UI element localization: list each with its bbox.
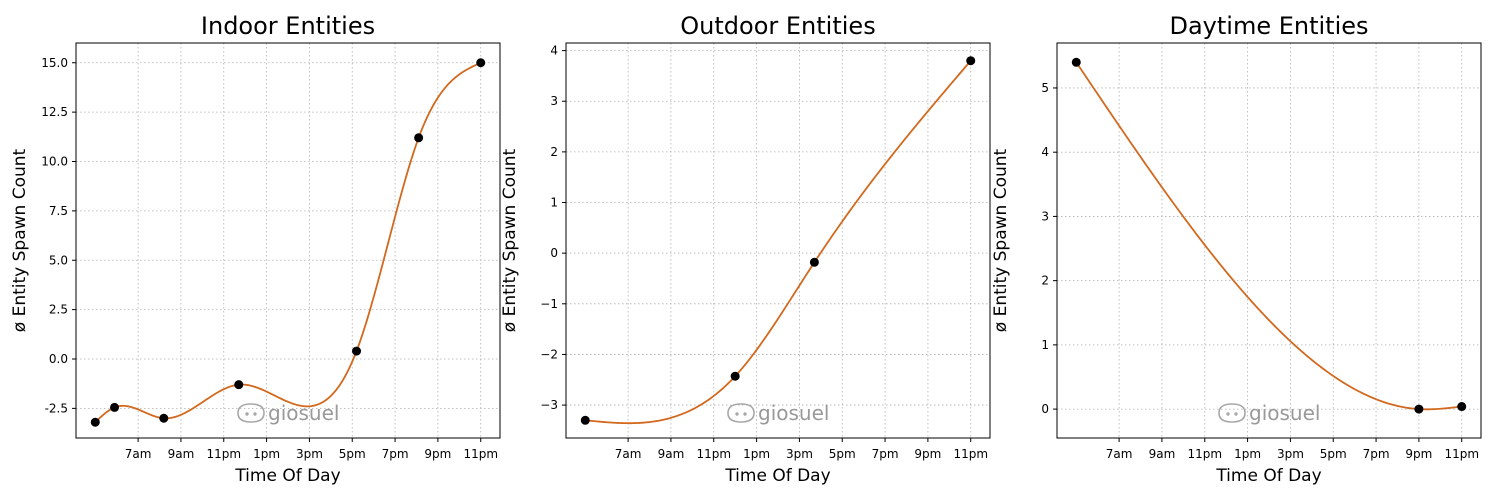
- watermark: giosuel: [727, 401, 829, 425]
- data-point: [476, 58, 486, 68]
- x-tick-label: 1pm: [743, 447, 770, 461]
- data-point: [234, 380, 244, 390]
- y-tick-label: 5.0: [49, 253, 68, 267]
- x-tick-label: 9am: [1149, 447, 1176, 461]
- x-tick-label: 3pm: [1277, 447, 1304, 461]
- x-tick-label: 9am: [168, 447, 195, 461]
- x-tick-label: 7pm: [382, 447, 409, 461]
- x-tick-label: 7pm: [1363, 447, 1390, 461]
- x-tick-label: 9pm: [914, 447, 941, 461]
- y-tick-label: 0: [1041, 402, 1049, 416]
- x-tick-label: 1pm: [1234, 447, 1261, 461]
- x-tick-label: 11pm: [953, 447, 988, 461]
- x-tick-label: 9am: [658, 447, 685, 461]
- y-tick-label: 7.5: [49, 204, 68, 218]
- data-point: [90, 417, 100, 427]
- plot-frame: [565, 42, 991, 439]
- series-line: [1075, 61, 1462, 411]
- watermark-text: giosuel: [1249, 401, 1320, 425]
- y-axis-label: ø Entity Spawn Count: [991, 148, 1011, 332]
- y-tick-label: 5: [1041, 81, 1049, 95]
- y-tick-label: 4: [550, 44, 558, 58]
- data-point: [809, 257, 819, 267]
- x-tick-label: 7am: [1106, 447, 1133, 461]
- x-tick-label: 3pm: [296, 447, 323, 461]
- x-tick-label: 11pm: [1187, 447, 1222, 461]
- y-tick-label: 10.0: [41, 155, 68, 169]
- y-tick-label: 0.0: [49, 352, 68, 366]
- x-tick-label: 5pm: [1320, 447, 1347, 461]
- data-point: [159, 413, 169, 423]
- chart-panel-2: giosuel 7am 9am 11pm 1pm 3pm 5pm 7pm 9pm 11pm −3 −2…: [500, 12, 991, 486]
- x-tick-label: 7am: [615, 447, 642, 461]
- y-tick-label: 2.5: [49, 303, 68, 317]
- x-axis-label: Time Of Day: [1215, 466, 1321, 486]
- x-tick-label: 9pm: [1405, 447, 1432, 461]
- chart-title: Indoor Entities: [201, 12, 375, 40]
- y-tick-label: 1: [550, 196, 558, 210]
- x-axis-label: Time Of Day: [724, 466, 830, 486]
- x-tick-label: 7am: [125, 447, 152, 461]
- x-tick-label: 5pm: [339, 447, 366, 461]
- y-tick-label: −2: [540, 347, 558, 361]
- y-tick-label: 15.0: [41, 56, 68, 70]
- y-tick-label: 1: [1041, 338, 1049, 352]
- discord-icon: [237, 403, 265, 423]
- watermark-text: giosuel: [268, 401, 339, 425]
- x-axis-label: Time Of Day: [234, 466, 340, 486]
- chart-panel-1: giosuel 7am 9am 11pm 1pm 3pm 5pm 7pm 9pm 11pm -2.5…: [10, 12, 501, 486]
- data-point: [414, 133, 424, 143]
- x-tick-label: 5pm: [829, 447, 856, 461]
- y-tick-label: 2: [550, 145, 558, 159]
- series-line: [585, 60, 972, 425]
- chart-title: Daytime Entities: [1169, 12, 1368, 40]
- y-tick-label: 2: [1041, 274, 1049, 288]
- plot-frame: [1056, 42, 1482, 439]
- y-tick-label: -2.5: [45, 401, 68, 415]
- data-point: [1071, 57, 1081, 67]
- chart-panel-3: giosuel 7am 9am 11pm 1pm 3pm 5pm 7pm 9pm 11pm 0 1 2 3…: [991, 12, 1482, 486]
- chart-title: Outdoor Entities: [680, 12, 875, 40]
- y-tick-label: 12.5: [41, 105, 68, 119]
- discord-icon: [1218, 403, 1246, 423]
- y-axis-label: ø Entity Spawn Count: [500, 148, 520, 332]
- x-tick-label: 1pm: [253, 447, 280, 461]
- data-point: [110, 402, 120, 412]
- series-line: [94, 61, 482, 423]
- x-tick-label: 7pm: [872, 447, 899, 461]
- x-tick-label: 11pm: [206, 447, 241, 461]
- y-tick-label: 4: [1041, 145, 1049, 159]
- data-point: [352, 346, 362, 356]
- y-tick-label: 3: [1041, 209, 1049, 223]
- y-tick-label: −1: [540, 297, 558, 311]
- y-tick-label: 0: [550, 246, 558, 260]
- data-point: [966, 56, 976, 66]
- watermark: giosuel: [1218, 401, 1320, 425]
- x-tick-label: 11pm: [463, 447, 498, 461]
- x-tick-label: 11pm: [696, 447, 731, 461]
- data-point: [730, 371, 740, 381]
- data-point: [1414, 404, 1424, 414]
- y-tick-label: 3: [550, 94, 558, 108]
- data-point: [580, 415, 590, 425]
- plot-frame: [75, 42, 501, 439]
- x-tick-label: 9pm: [424, 447, 451, 461]
- y-axis-label: ø Entity Spawn Count: [10, 148, 30, 332]
- x-tick-label: 11pm: [1444, 447, 1479, 461]
- y-tick-label: −3: [540, 398, 558, 412]
- data-point: [1457, 402, 1467, 412]
- watermark-text: giosuel: [758, 401, 829, 425]
- watermark: giosuel: [237, 401, 339, 425]
- x-tick-label: 3pm: [786, 447, 813, 461]
- discord-icon: [727, 403, 755, 423]
